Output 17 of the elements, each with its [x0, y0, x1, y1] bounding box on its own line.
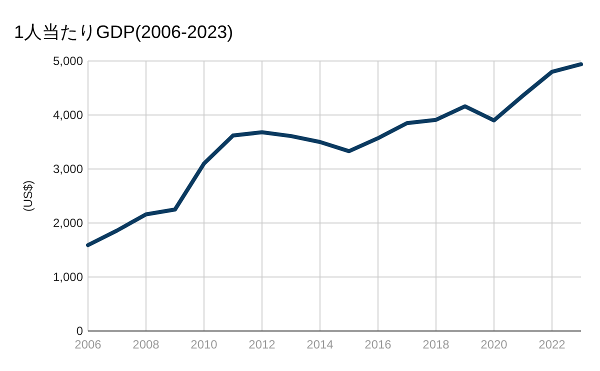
y-tick-label: 4,000: [52, 108, 84, 122]
x-tick-label: 2014: [306, 338, 334, 352]
y-tick-label: 0: [76, 324, 84, 338]
y-tick-label: 3,000: [52, 162, 84, 176]
y-tick-label: 1,000: [52, 270, 84, 284]
x-tick-label: 2022: [538, 338, 566, 352]
x-tick-label: 2010: [190, 338, 218, 352]
chart-title: 1人当たりGDP(2006-2023): [14, 22, 234, 42]
y-tick-label: 5,000: [52, 54, 84, 68]
y-axis-title: (US$): [21, 180, 35, 212]
y-tick-label: 2,000: [52, 216, 84, 230]
x-tick-label: 2016: [364, 338, 392, 352]
x-tick-label: 2008: [132, 338, 160, 352]
x-tick-label: 2020: [480, 338, 508, 352]
x-tick-label: 2012: [248, 338, 276, 352]
x-tick-label: 2018: [422, 338, 450, 352]
x-tick-label: 2006: [74, 338, 102, 352]
